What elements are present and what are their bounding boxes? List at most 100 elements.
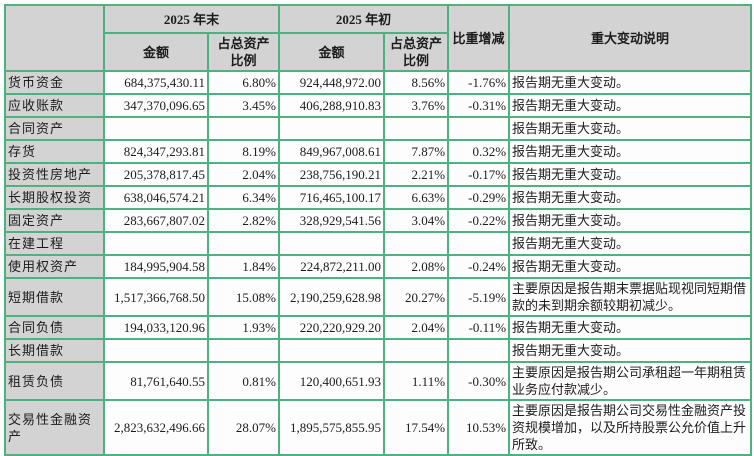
end-amount-cell: 2,823,632,496.66 [103,399,209,456]
table-row: 合同负债 194,033,120.96 1.93% 220,220,929.20… [4,315,753,340]
note-cell: 报告期无重大变动。 [508,162,753,187]
change-cell: -5.19% [447,277,511,317]
end-ratio-cell: 6.34% [206,185,281,210]
note-cell: 主要原因是报告期末票据贴现视同短期借款的未到期余额较期初减少。 [508,277,753,317]
start-ratio-cell [383,116,450,141]
end-ratio-cell: 3.45% [206,93,281,118]
end-amount-cell: 283,667,807.02 [103,208,209,233]
note-header: 重大变动说明 [508,4,753,72]
amount-end-header: 金额 [103,32,209,72]
start-amount-cell: 238,756,190.21 [278,162,386,187]
period-start-header: 2025 年初 [278,4,450,34]
end-amount-cell [103,338,209,363]
table-row: 投资性房地产 205,378,817.45 2.04% 238,756,190.… [4,162,753,187]
end-ratio-cell: 15.08% [206,277,281,317]
start-ratio-cell [383,231,450,256]
item-label-cell: 固定资产 [4,208,105,233]
corner-cell [4,4,105,72]
table-row: 应收账款 347,370,096.65 3.45% 406,288,910.83… [4,93,753,118]
change-cell [447,116,511,141]
table-body: 货币资金 684,375,430.11 6.80% 924,448,972.00… [4,70,753,456]
note-cell: 报告期无重大变动。 [508,93,753,118]
header-row-measures: 金额 占总资产 比例 金额 占总资产 比例 [5,32,751,72]
note-cell: 报告期无重大变动。 [508,254,753,279]
end-amount-cell: 347,370,096.65 [103,93,209,118]
table-row: 交易性金融资产 2,823,632,496.66 28.07% 1,895,57… [4,399,753,456]
start-amount-cell: 220,220,929.20 [278,315,386,340]
end-ratio-cell: 28.07% [206,399,281,456]
start-ratio-cell: 20.27% [383,277,450,317]
start-amount-cell: 1,895,575,855.95 [278,399,386,456]
item-label-cell: 在建工程 [4,231,105,256]
table-row: 长期借款 报告期无重大变动。 [4,338,753,363]
table-row: 固定资产 283,667,807.02 2.82% 328,929,541.56… [4,208,753,233]
table-row: 长期股权投资 638,046,574.21 6.34% 716,465,100.… [4,185,753,210]
start-ratio-cell: 3.04% [383,208,450,233]
table-header: 2025 年末 2025 年初 比重增减 重大变动说明 金额 占总资产 比例 金… [4,4,753,72]
note-cell: 主要原因是报告期公司交易性金融资产投资规模增加，以及所持股票公允价值上升所致。 [508,399,753,456]
note-cell: 主要原因是报告期公司承租超一年期租赁业务应付款减少。 [508,361,753,401]
table-row: 短期借款 1,517,366,768.50 15.08% 2,190,259,6… [4,277,753,317]
change-cell: -0.11% [447,315,511,340]
start-ratio-cell: 2.08% [383,254,450,279]
start-ratio-cell: 3.76% [383,93,450,118]
start-amount-cell: 120,400,651.93 [278,361,386,401]
table-row: 货币资金 684,375,430.11 6.80% 924,448,972.00… [4,70,753,95]
end-ratio-cell: 1.93% [206,315,281,340]
note-cell: 报告期无重大变动。 [508,208,753,233]
start-ratio-cell: 1.11% [383,361,450,401]
item-label-cell: 短期借款 [4,277,105,317]
change-cell: -0.17% [447,162,511,187]
note-cell: 报告期无重大变动。 [508,338,753,363]
start-ratio-cell [383,338,450,363]
start-ratio-cell: 2.21% [383,162,450,187]
header-row-periods: 2025 年末 2025 年初 比重增减 重大变动说明 [4,4,753,72]
table-row: 存货 824,347,293.81 8.19% 849,967,008.61 7… [4,139,753,164]
start-amount-cell: 924,448,972.00 [278,70,386,95]
end-ratio-cell: 2.82% [206,208,281,233]
end-ratio-cell: 2.04% [206,162,281,187]
ratio-end-header: 占总资产 比例 [206,32,281,72]
start-amount-cell: 2,190,259,628.98 [278,277,386,317]
change-cell [447,338,511,363]
start-amount-cell [278,338,386,363]
item-label-cell: 长期借款 [4,338,105,363]
start-amount-cell: 224,872,211.00 [278,254,386,279]
note-cell: 报告期无重大变动。 [508,70,753,95]
item-label-cell: 合同负债 [4,315,105,340]
change-cell [447,231,511,256]
end-amount-cell: 1,517,366,768.50 [103,277,209,317]
table-row: 使用权资产 184,995,904.58 1.84% 224,872,211.0… [4,254,753,279]
item-label-cell: 使用权资产 [4,254,105,279]
period-end-header: 2025 年末 [102,4,281,34]
asset-change-table: 2025 年末 2025 年初 比重增减 重大变动说明 金额 占总资产 比例 金… [4,4,753,456]
table-row: 合同资产 报告期无重大变动。 [4,116,753,141]
change-cell: 10.53% [447,399,511,456]
item-label-cell: 货币资金 [4,70,105,95]
change-cell: -1.76% [447,70,511,95]
start-amount-cell: 406,288,910.83 [278,93,386,118]
end-amount-cell: 684,375,430.11 [103,70,209,95]
table-row: 租赁负债 81,761,640.55 0.81% 120,400,651.93 … [4,361,753,401]
end-amount-cell: 638,046,574.21 [103,185,209,210]
start-ratio-cell: 17.54% [383,399,450,456]
change-header: 比重增减 [447,4,511,72]
item-label-cell: 存货 [4,139,105,164]
end-ratio-cell: 1.84% [206,254,281,279]
note-cell: 报告期无重大变动。 [508,185,753,210]
note-cell: 报告期无重大变动。 [508,116,753,141]
start-amount-cell [278,231,386,256]
end-ratio-cell: 6.80% [206,70,281,95]
item-label-cell: 交易性金融资产 [4,399,105,456]
note-cell: 报告期无重大变动。 [508,139,753,164]
start-amount-cell [278,116,386,141]
start-ratio-cell: 2.04% [383,315,450,340]
amount-start-header: 金额 [278,32,386,72]
start-ratio-cell: 6.63% [383,185,450,210]
change-cell: -0.24% [447,254,511,279]
item-label-cell: 长期股权投资 [4,185,105,210]
end-amount-cell: 184,995,904.58 [103,254,209,279]
item-label-cell: 租赁负债 [4,361,105,401]
start-amount-cell: 328,929,541.56 [278,208,386,233]
start-amount-cell: 849,967,008.61 [278,139,386,164]
